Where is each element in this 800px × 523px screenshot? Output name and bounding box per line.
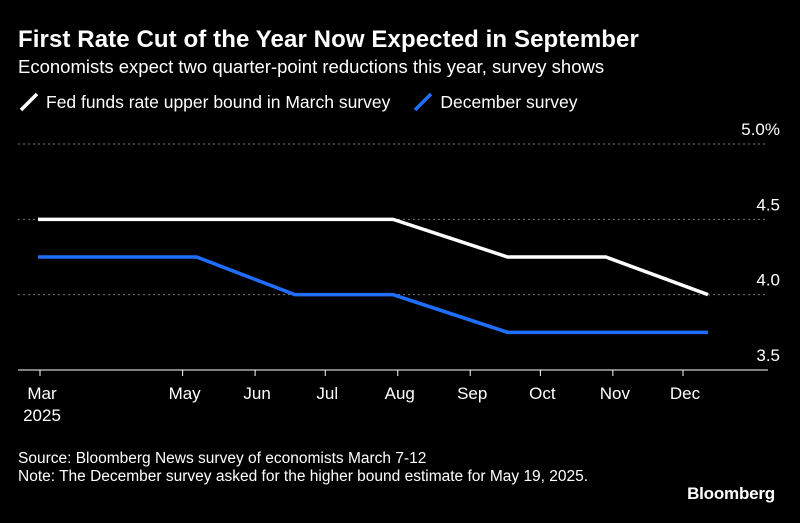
x-tick-label: Aug — [385, 384, 415, 403]
x-tick-label: Dec — [670, 384, 701, 403]
y-tick-label: 4.5 — [756, 195, 780, 214]
legend-label-december: December survey — [440, 91, 578, 112]
x-tick-label: Jun — [243, 384, 270, 403]
y-tick-label: 4.0 — [756, 271, 780, 290]
series-line-march — [38, 217, 709, 297]
legend-item-march: Fed funds rate upper bound in March surv… — [18, 91, 390, 113]
y-tick-label: 3.5 — [756, 346, 780, 365]
bloomberg-logo: Bloomberg — [687, 484, 775, 503]
legend-swatch-december-line — [414, 92, 433, 112]
legend-label-march: Fed funds rate upper bound in March surv… — [46, 91, 391, 112]
chart-title: First Rate Cut of the Year Now Expected … — [18, 26, 639, 53]
y-tick-label: 5.0% — [741, 120, 780, 139]
series-lines — [38, 217, 709, 335]
x-tick-label: Nov — [600, 384, 631, 403]
note-text: Note: The December survey asked for the … — [18, 468, 589, 485]
legend-swatch-march-line — [19, 92, 39, 112]
footer-notes: Source: Bloomberg News survey of economi… — [18, 450, 638, 486]
x-tick-year-label: 2025 — [23, 406, 61, 425]
x-tick-label: May — [169, 384, 202, 403]
legend-swatch-march — [19, 92, 39, 112]
legend-item-december: December survey — [412, 91, 578, 113]
chart-subtitle: Economists expect two quarter-point redu… — [18, 56, 605, 77]
x-tick-label: Mar — [27, 384, 57, 403]
y-axis-ticks: 5.0% 4.5 4.0 3.5 — [741, 120, 780, 365]
legend-swatch-december — [414, 92, 433, 112]
x-tick-label: Jul — [316, 384, 338, 403]
x-tick-label: Sep — [457, 384, 487, 403]
series-line-december — [38, 255, 708, 335]
legend: Fed funds rate upper bound in March surv… — [18, 91, 600, 113]
x-axis: Mar 2025 May Jun Jul Aug Sep Oct Nov Dec — [18, 369, 768, 425]
x-tick-label: Oct — [529, 384, 556, 403]
source-text: Source: Bloomberg News survey of economi… — [18, 450, 427, 467]
